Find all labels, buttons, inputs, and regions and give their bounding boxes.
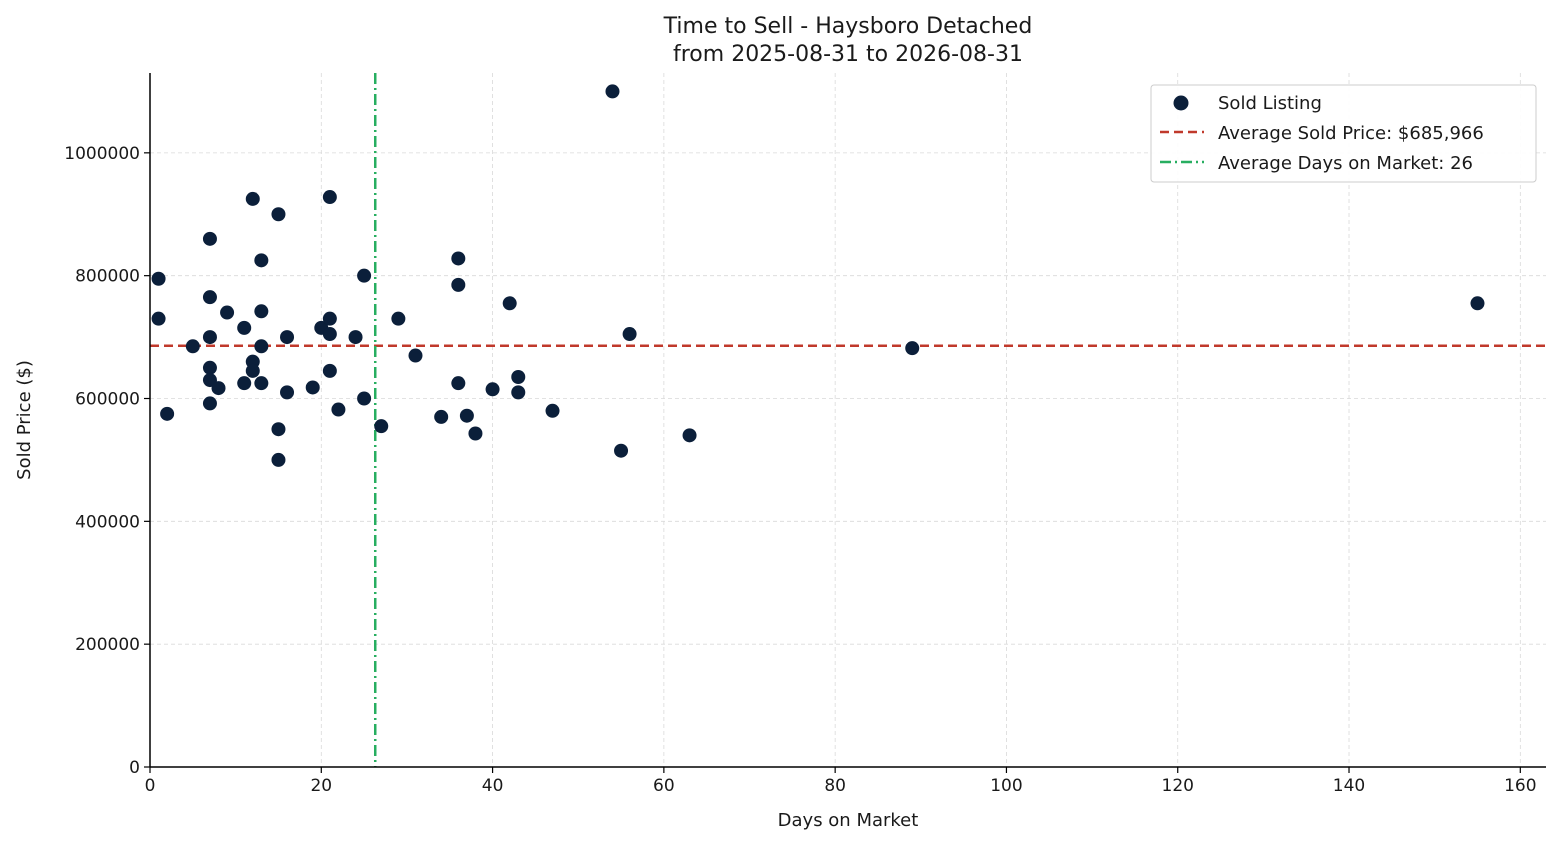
sold-listing-point — [391, 311, 406, 326]
legend-box — [1150, 84, 1537, 183]
x-tick-label: 100 — [990, 776, 1022, 796]
sold-listing-point — [502, 296, 517, 311]
sold-listing-point — [202, 290, 217, 305]
y-tick-label: 1000000 — [64, 144, 140, 164]
sold-listing-point — [254, 304, 269, 319]
sold-listing-point — [1470, 296, 1485, 311]
sold-listing-point — [220, 305, 235, 320]
y-tick-label: 400000 — [75, 512, 140, 532]
sold-listing-point — [280, 330, 295, 345]
legend-marker-sold-listing — [1173, 95, 1189, 111]
sold-listing-point — [485, 382, 500, 397]
x-axis-label: Days on Market — [778, 810, 919, 831]
data-points — [151, 84, 1485, 467]
sold-listing-point — [357, 391, 372, 406]
y-tick-label: 0 — [129, 758, 140, 778]
sold-listing-point — [202, 396, 217, 411]
sold-listing-point — [451, 376, 466, 391]
sold-listing-point — [468, 426, 483, 441]
sold-listing-point — [254, 253, 269, 268]
sold-listing-point — [322, 327, 337, 342]
sold-listing-point — [211, 381, 226, 396]
sold-listing-point — [245, 191, 260, 206]
sold-listing-point — [271, 452, 286, 467]
sold-listing-point — [271, 422, 286, 437]
sold-listing-point — [151, 271, 166, 286]
sold-listing-point — [160, 406, 175, 421]
sold-listing-point — [511, 370, 526, 385]
sold-listing-point — [322, 311, 337, 326]
x-tick-label: 60 — [653, 776, 675, 796]
y-tick-label: 800000 — [75, 267, 140, 287]
chart-subtitle: from 2025-08-31 to 2026-08-31 — [673, 42, 1023, 67]
sold-listing-point — [545, 403, 560, 418]
sold-listing-point — [237, 376, 252, 391]
sold-listing-point — [271, 207, 286, 222]
sold-listing-point — [322, 190, 337, 205]
x-tick-label: 160 — [1504, 776, 1536, 796]
sold-listing-point — [408, 348, 423, 363]
sold-listing-point — [280, 385, 295, 400]
sold-listing-point — [237, 320, 252, 335]
y-axis-label: Sold Price ($) — [14, 360, 35, 480]
sold-listing-point — [905, 341, 920, 356]
sold-listing-point — [331, 402, 346, 417]
sold-listing-point — [374, 419, 389, 434]
sold-listing-point — [605, 84, 620, 99]
sold-listing-point — [682, 428, 697, 443]
sold-listing-point — [151, 311, 166, 326]
legend-label-sold-listing: Sold Listing — [1218, 93, 1322, 114]
x-tick-label: 0 — [145, 776, 156, 796]
y-tick-label: 600000 — [75, 390, 140, 410]
sold-listing-point — [451, 277, 466, 292]
y-tick-label: 200000 — [75, 635, 140, 655]
sold-listing-point — [202, 360, 217, 375]
sold-listing-point — [254, 339, 269, 354]
sold-listing-point — [348, 330, 363, 345]
x-tick-label: 140 — [1333, 776, 1365, 796]
sold-listing-point — [622, 327, 637, 342]
sold-listing-point — [451, 251, 466, 266]
legend-label-avg-days: Average Days on Market: 26 — [1218, 153, 1473, 174]
sold-listing-point — [305, 380, 320, 395]
sold-listing-point — [434, 409, 449, 424]
sold-listing-point — [511, 385, 526, 400]
sold-listing-point — [245, 363, 260, 378]
sold-listing-point — [254, 376, 269, 391]
legend: Sold Listing Average Sold Price: $685,96… — [1150, 84, 1537, 183]
tick-labels: 0 20 40 60 80 100 120 140 160 0 200000 400000 600000… — [64, 144, 1536, 796]
sold-listing-point — [459, 408, 474, 423]
x-tick-label: 120 — [1162, 776, 1194, 796]
axes — [149, 73, 1546, 768]
reference-lines — [150, 73, 1546, 767]
sold-listing-point — [202, 330, 217, 345]
chart-title: Time to Sell - Haysboro Detached — [663, 14, 1033, 39]
x-tick-label: 40 — [482, 776, 504, 796]
legend-label-avg-price: Average Sold Price: $685,966 — [1218, 123, 1484, 144]
sold-listing-point — [322, 363, 337, 378]
sold-listing-point — [202, 231, 217, 246]
x-tick-label: 80 — [824, 776, 846, 796]
sold-listing-point — [185, 339, 200, 354]
x-tick-label: 20 — [310, 776, 332, 796]
sold-listing-point — [357, 268, 372, 283]
sold-listing-point — [614, 443, 629, 458]
